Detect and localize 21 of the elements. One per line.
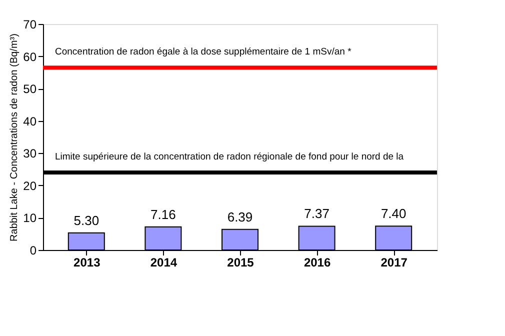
y-tick-label: 30: [23, 146, 37, 161]
data-label: 7.16: [150, 206, 176, 222]
y-tick-label: 50: [23, 82, 37, 96]
x-tick-label: 2017: [380, 256, 408, 270]
y-tick-label: 60: [23, 50, 37, 64]
x-tick-label: 2013: [74, 256, 101, 270]
x-tick-label: 2014: [150, 256, 178, 270]
data-label: 7.40: [380, 206, 406, 222]
y-tick-label: 70: [23, 18, 37, 32]
data-label: 5.30: [74, 212, 100, 228]
data-label: 6.39: [227, 209, 253, 224]
y-tick-label: 10: [23, 211, 37, 226]
y-axis-title: Rabbit Lake - Concentrations de radon (Bq/m³): [9, 34, 20, 242]
y-tick-label: 40: [23, 114, 37, 128]
y-tick-label: 20: [23, 178, 37, 193]
data-label: 7.37: [304, 206, 330, 222]
y-tick-label: 0: [30, 244, 37, 258]
ref-line-label: Limite supérieure de la concentration de radon régionale de fond pour le nord de la: [55, 152, 404, 163]
x-tick-label: 2016: [304, 256, 331, 270]
ref-line-label: Concentration de radon égale à la dose supplémentaire de 1 mSv/an *: [55, 46, 352, 58]
x-tick-label: 2015: [227, 256, 254, 270]
